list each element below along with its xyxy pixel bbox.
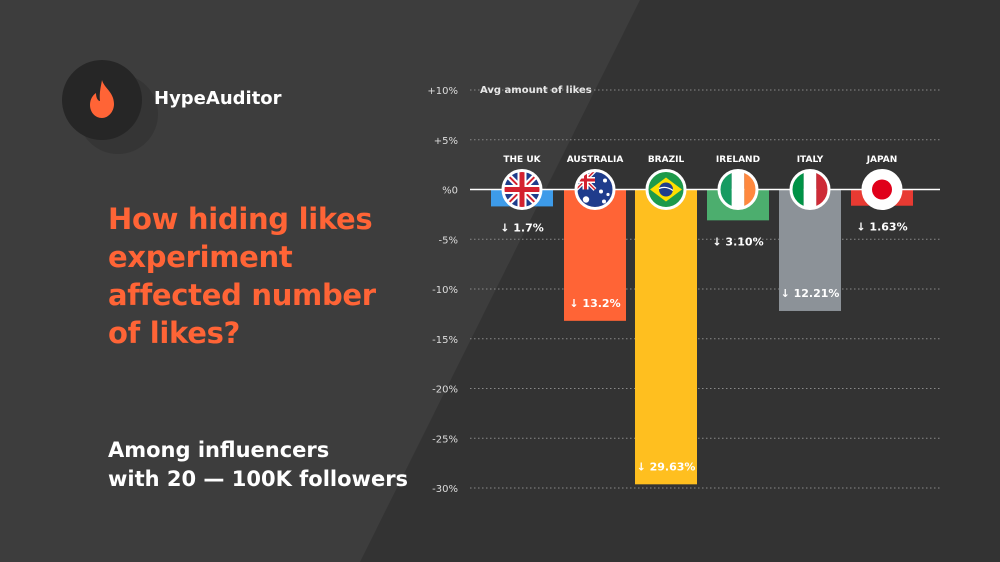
flag-shape — [582, 196, 590, 203]
y-axis-label: Avg amount of likes — [480, 85, 592, 96]
y-tick-label: %0 — [442, 186, 458, 197]
flag-shape — [659, 182, 673, 197]
value-label: ↓ 1.7% — [500, 221, 544, 234]
y-tick-label: -30% — [432, 484, 458, 495]
y-tick-label: -10% — [432, 285, 458, 296]
flag-shape — [606, 192, 610, 197]
category-label: THE UK — [503, 155, 541, 165]
y-tick-label: -20% — [432, 385, 458, 396]
category-label: AUSTRALIA — [567, 155, 624, 165]
flag-ring — [789, 169, 831, 210]
flag-shape — [519, 170, 525, 209]
headline: How hiding likes experiment affected num… — [108, 202, 376, 350]
flag-shape — [602, 199, 606, 204]
y-tick-label: -5% — [439, 235, 458, 246]
flag-ring — [861, 169, 903, 210]
flag-shape — [603, 178, 607, 183]
value-label: ↓ 1.63% — [856, 221, 907, 234]
bar-australia — [564, 189, 626, 321]
value-label: ↓ 13.2% — [569, 297, 620, 310]
y-tick-label: -25% — [432, 434, 458, 445]
japan-flag-icon — [861, 169, 903, 210]
italy-flag-icon — [789, 169, 831, 210]
category-label: ITALY — [797, 155, 824, 165]
flag-shape — [599, 189, 603, 194]
brazil-flag-icon — [645, 169, 687, 210]
subtitle: Among influencers with 20 — 100K followe… — [108, 436, 428, 494]
flag-shape — [872, 179, 892, 200]
flag-shape — [658, 186, 674, 192]
subtitle-line-1: Among influencers — [108, 438, 330, 462]
australia-flag-icon — [574, 169, 616, 210]
flag-ring — [717, 169, 759, 210]
y-tick-label: +10% — [427, 86, 458, 97]
flame-icon — [90, 80, 114, 118]
flag-ring — [501, 169, 543, 210]
flag-shape — [731, 170, 745, 209]
category-label: IRELAND — [716, 155, 760, 165]
category-label: BRAZIL — [648, 155, 685, 165]
brand-logo — [62, 60, 158, 154]
value-label: ↓ 12.21% — [781, 287, 840, 300]
value-label: ↓ 3.10% — [712, 235, 763, 248]
value-label: ↓ 29.63% — [637, 460, 696, 473]
ireland-flag-icon — [717, 169, 759, 210]
y-tick-label: +5% — [434, 136, 458, 147]
brand-name: HypeAuditor — [154, 88, 282, 109]
flag-ring — [645, 169, 687, 210]
y-tick-label: -15% — [432, 335, 458, 346]
category-label: JAPAN — [866, 155, 898, 165]
bar-brazil — [635, 189, 697, 485]
uk-flag-icon — [501, 169, 543, 210]
subtitle-line-2: with 20 — 100K followers — [108, 467, 409, 491]
flag-ring — [574, 169, 616, 210]
flag-shape — [803, 170, 817, 209]
flag-shape — [584, 170, 587, 190]
